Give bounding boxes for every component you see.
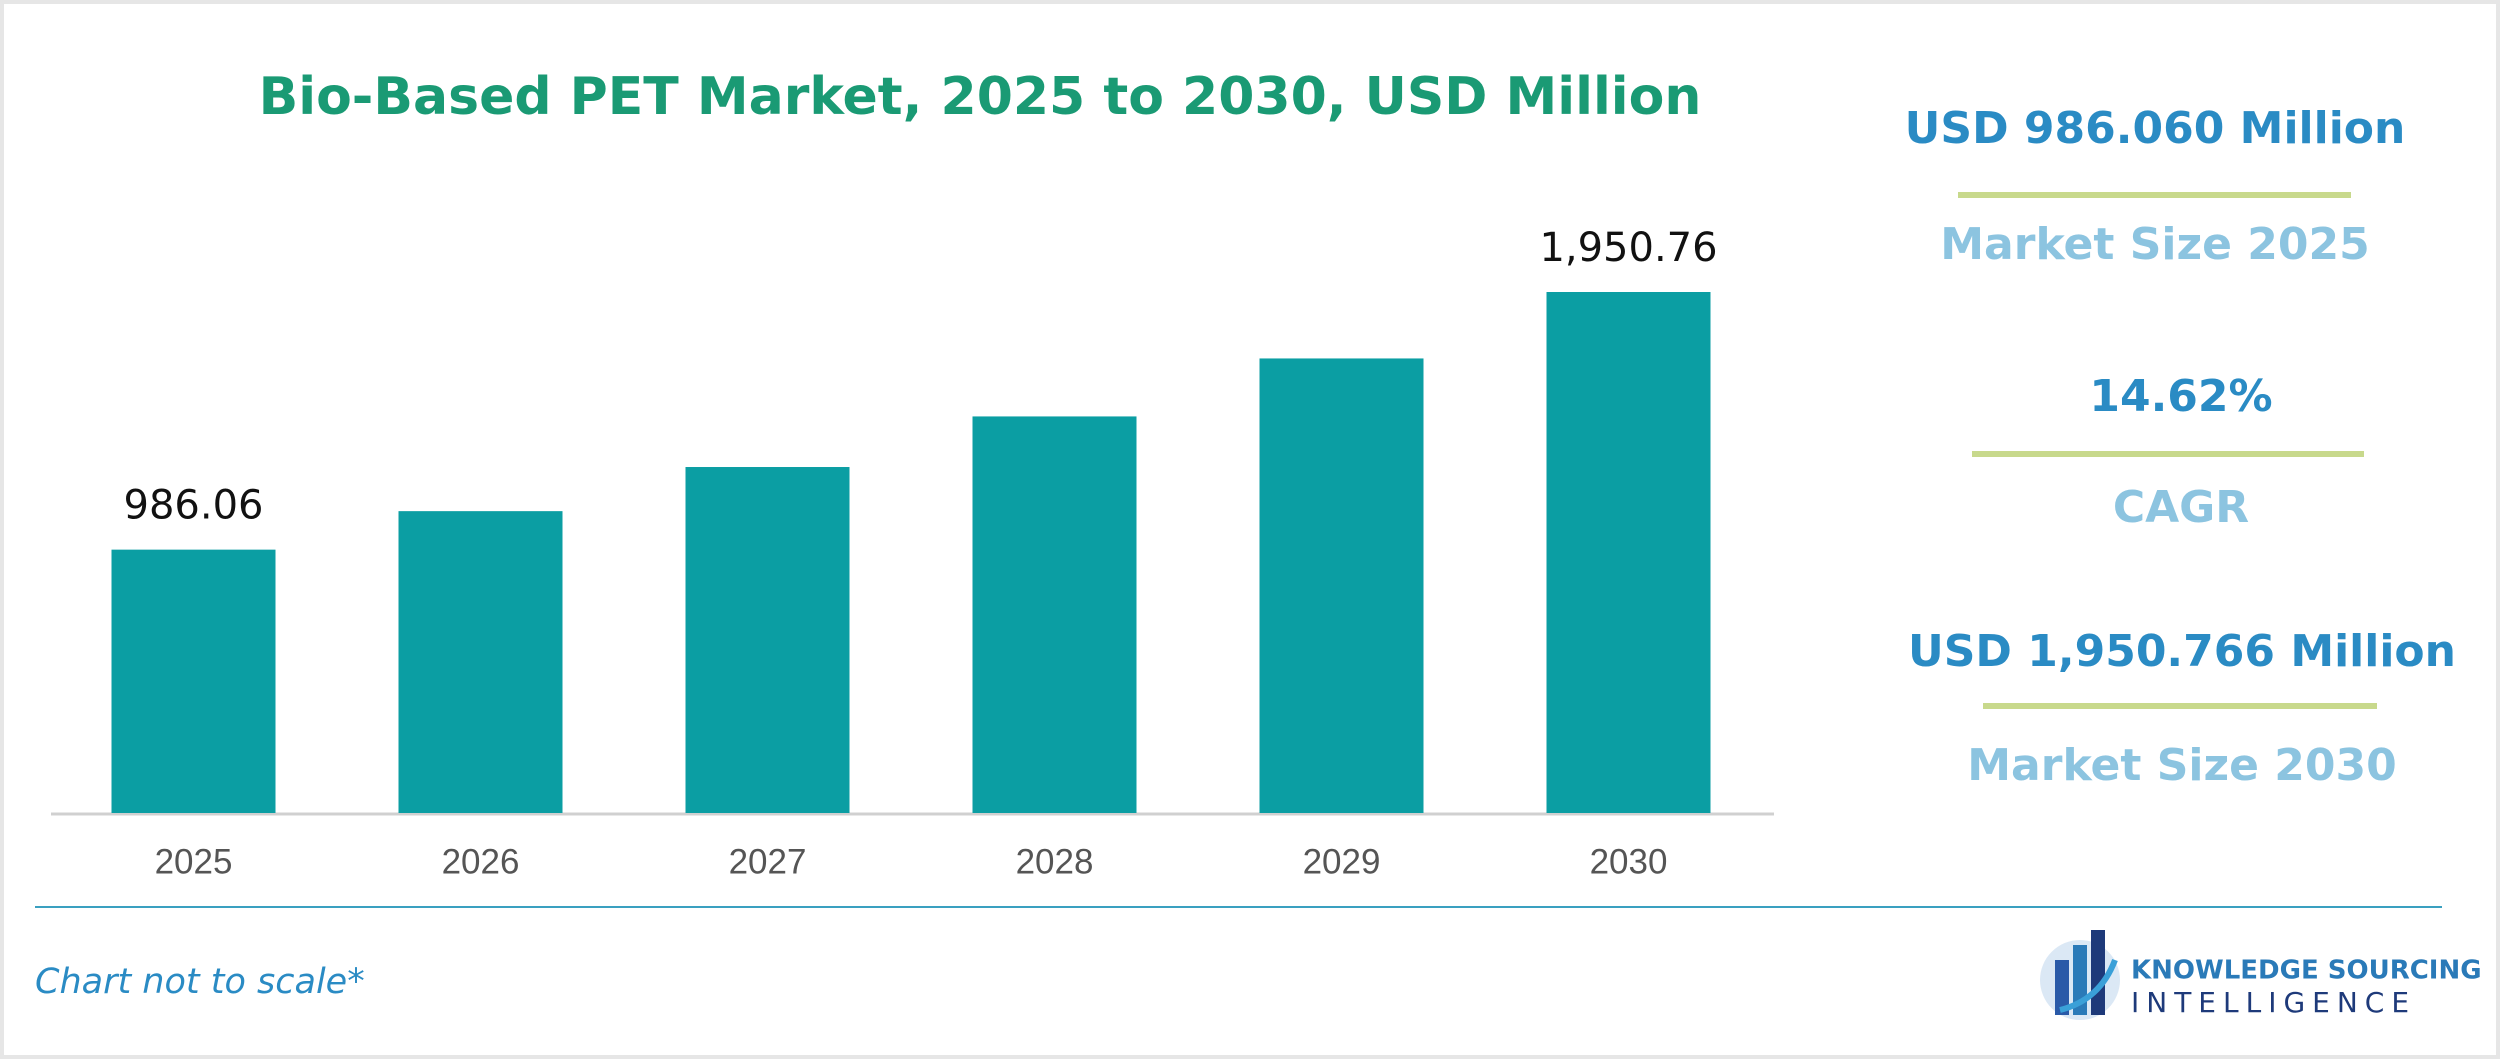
x-tick-label: 2029 <box>1303 842 1381 881</box>
highlight-value: 14.62% <box>2089 371 2272 422</box>
logo-text: INTELLIGENCE <box>2131 986 2416 1019</box>
x-tick-label: 2025 <box>155 842 233 881</box>
x-tick-label: 2027 <box>729 842 807 881</box>
footnote: Chart not to scale* <box>35 962 365 1002</box>
bar <box>1259 358 1424 813</box>
logo-icon <box>2055 960 2069 1015</box>
x-tick-label: 2030 <box>1590 842 1668 881</box>
bar <box>685 467 850 813</box>
bar <box>972 416 1137 813</box>
data-label: 986.06 <box>124 483 264 529</box>
highlight-label: CAGR <box>2113 482 2249 533</box>
x-tick-label: 2028 <box>1016 842 1094 881</box>
chart-title: Bio-Based PET Market, 2025 to 2030, USD … <box>259 67 1702 127</box>
highlight-label: Market Size 2025 <box>1940 219 2369 270</box>
logo-icon <box>2059 958 2118 1013</box>
bar <box>111 549 276 813</box>
highlight-label: Market Size 2030 <box>1967 740 2396 791</box>
data-label: 1,950.76 <box>1539 225 1717 271</box>
logo-text: KNOWLEDGE SOURCING <box>2131 956 2482 986</box>
x-tick-label: 2026 <box>442 842 520 881</box>
bar <box>398 511 563 813</box>
logo-icon <box>2091 930 2105 1015</box>
bar <box>1546 292 1711 813</box>
logo: KNOWLEDGE SOURCING INTELLIGENCE <box>2040 930 2482 1020</box>
highlight-value: USD 986.060 Million <box>1905 103 2406 154</box>
highlight-value: USD 1,950.766 Million <box>1908 626 2456 677</box>
